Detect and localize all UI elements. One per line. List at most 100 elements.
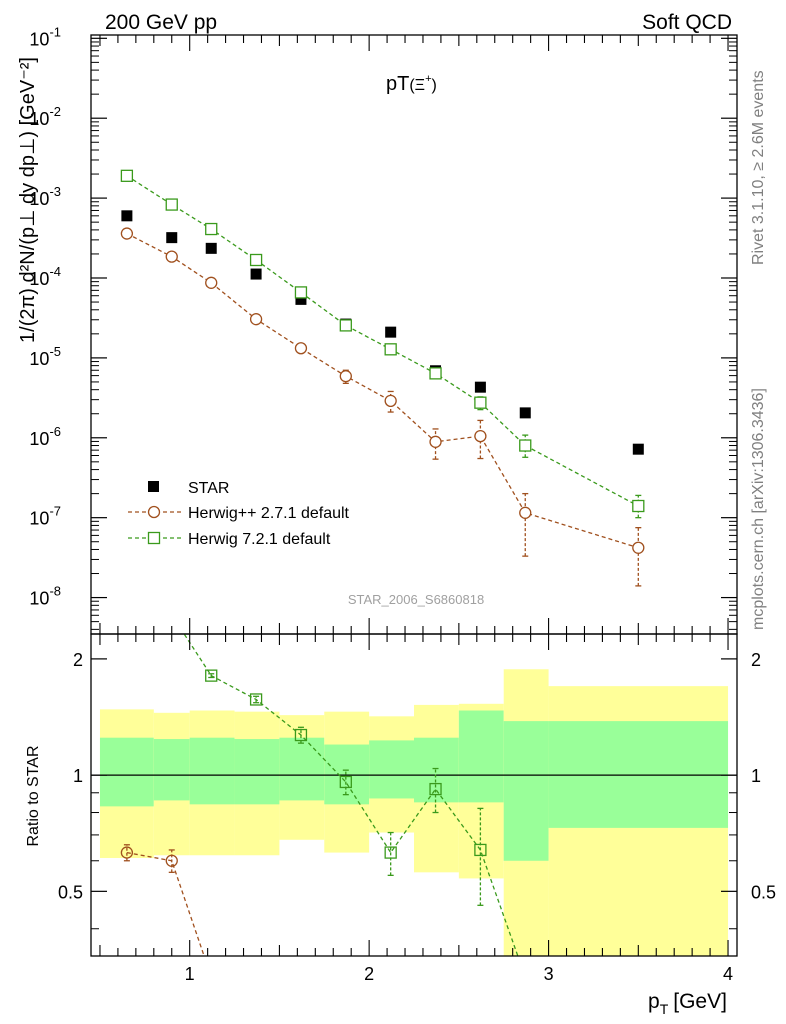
uncertainty-band-inner-3 xyxy=(234,739,280,805)
ratio-point-herwig-7-2-1-default-7 xyxy=(429,782,442,796)
uncertainty-band-inner-2 xyxy=(189,737,235,805)
main-y-tick-label-5: 10-3 xyxy=(29,184,61,209)
data-point-herwig-2-7-1-default-10 xyxy=(632,541,645,554)
data-point-star-10 xyxy=(632,443,644,455)
ratio-y-tick-label-0: 0.5 xyxy=(58,882,83,902)
series-line-herwig-7-2-1-default xyxy=(126,175,639,507)
uncertainty-band-inner-5 xyxy=(324,744,370,805)
main-y-tick-label-0: 10-8 xyxy=(29,584,61,609)
header-left: 200 GeV pp xyxy=(105,11,217,34)
main-y-tick-label-4: 10-4 xyxy=(29,264,61,289)
ratio-point-herwig-2-7-1-default-1 xyxy=(165,854,178,867)
data-point-herwig-7-2-1-default-4 xyxy=(294,286,308,299)
data-point-herwig-7-2-1-default-6 xyxy=(384,343,397,356)
data-point-herwig-7-2-1-default-1 xyxy=(165,198,178,211)
data-point-herwig-7-2-1-default-8 xyxy=(474,396,487,409)
data-point-herwig-2-7-1-default-3 xyxy=(249,313,263,326)
uncertainty-band-inner-1 xyxy=(153,739,190,801)
data-point-herwig-2-7-1-default-1 xyxy=(165,250,178,263)
data-point-herwig-7-2-1-default-3 xyxy=(249,253,263,267)
main-y-tick-label-7: 10-1 xyxy=(29,24,61,49)
analysis-watermark: STAR_2006_S6860818 xyxy=(348,592,484,607)
uncertainty-band-inner-9 xyxy=(503,721,549,861)
data-point-herwig-2-7-1-default-6 xyxy=(384,394,397,407)
ratio-plot-axes: 1 2 3 4 0.5 0.5 1 1 2 2 xyxy=(58,634,776,984)
ratio-series-line-herwig-7-2-1-default xyxy=(183,634,519,956)
data-point-star-6 xyxy=(385,326,397,338)
ratio-point-herwig-7-2-1-default-3 xyxy=(249,693,263,706)
data-point-star-4 xyxy=(295,293,307,305)
ratio-point-herwig-7-2-1-default-6 xyxy=(384,846,397,859)
uncertainty-band-inner-6 xyxy=(369,740,414,799)
data-point-herwig-2-7-1-default-8 xyxy=(474,429,487,443)
ratio-y-tick-label-2: 2 xyxy=(73,650,83,670)
main-y-tick-label-6: 10-2 xyxy=(29,104,61,129)
main-plot-marks xyxy=(120,169,645,587)
main-title-charge: + xyxy=(425,73,431,85)
data-point-star-8 xyxy=(474,381,486,393)
side-label-bottom: mcplots.cern.ch [arXiv:1306.3436] xyxy=(750,388,767,630)
data-point-herwig-7-2-1-default-10 xyxy=(632,499,645,513)
legend-label-herwig7: Herwig 7.2.1 default xyxy=(188,531,331,548)
ratio-point-herwig-7-2-1-default-5 xyxy=(339,775,352,789)
series-line-herwig-2-7-1-default xyxy=(126,232,639,549)
data-point-star-1 xyxy=(166,232,178,244)
data-point-star-2 xyxy=(205,242,217,254)
main-title: pT(Ξ+) xyxy=(386,73,437,95)
ratio-y-tick-label-1: 1 xyxy=(73,766,83,786)
main-title-close: ) xyxy=(432,77,437,94)
uncertainty-band-inner-4 xyxy=(279,737,325,801)
data-point-herwig-7-2-1-default-0 xyxy=(120,169,134,182)
ratio-clipped-group xyxy=(91,634,737,956)
x-axis-label: pT [GeV] xyxy=(648,990,727,1017)
legend-marker-herwigpp xyxy=(147,505,161,519)
legend-label-star: STAR xyxy=(188,480,229,497)
side-label-top: Rivet 3.1.10, ≥ 2.6M events xyxy=(750,70,767,265)
data-point-herwig-7-2-1-default-9 xyxy=(519,439,532,452)
ratio-point-herwig-2-7-1-default-0 xyxy=(120,846,134,859)
x-axis-label-unit: [GeV] xyxy=(673,990,727,1013)
ratio-x-tick-label-3: 4 xyxy=(723,964,733,984)
ratio-plot-marks xyxy=(91,634,737,956)
main-y-tick-label-2: 10-6 xyxy=(29,424,61,449)
ratio-x-tick-label-2: 3 xyxy=(544,964,554,984)
data-point-herwig-2-7-1-default-5 xyxy=(339,370,352,383)
main-plot-axes: 10-8 10-7 10-6 10-5 10-4 10-3 10-2 10-1 xyxy=(29,24,737,634)
data-point-herwig-2-7-1-default-9 xyxy=(519,506,532,519)
data-point-herwig-7-2-1-default-5 xyxy=(339,319,352,332)
legend-label-herwigpp: Herwig++ 2.7.1 default xyxy=(188,505,350,522)
main-y-tick-label-3: 10-5 xyxy=(29,344,61,369)
x-axis-label-sub: T xyxy=(660,1001,669,1017)
ratio-plot-frame xyxy=(90,633,738,957)
uncertainty-band-inner-8 xyxy=(458,710,504,803)
ratio-series-line-herwig-2-7-1-default xyxy=(126,851,205,956)
uncertainty-band-inner-0 xyxy=(99,737,154,807)
main-y-tick-label-1: 10-7 xyxy=(29,504,61,529)
ratio-y-tick-label-right-2: 2 xyxy=(751,650,761,670)
uncertainty-band-inner-7 xyxy=(414,737,459,803)
header-right: Soft QCD xyxy=(642,11,732,34)
ratio-plot-panel: 1 2 3 4 0.5 0.5 1 1 2 2 Ratio to STAR pT [GeV] xyxy=(25,633,776,1017)
main-title-text: pT xyxy=(386,73,409,95)
legend-marker-herwig7 xyxy=(147,531,161,545)
ratio-point-herwig-7-2-1-default-8 xyxy=(474,843,487,857)
ratio-x-tick-label-1: 2 xyxy=(364,964,374,984)
data-point-star-9 xyxy=(519,407,531,419)
ratio-point-herwig-7-2-1-default-2 xyxy=(205,669,218,682)
data-point-star-0 xyxy=(121,210,133,222)
main-y-axis-label: 1/(2π) d²N/(p⊥ dy dp⊥) [GeV⁻²] xyxy=(17,57,39,343)
data-point-herwig-2-7-1-default-4 xyxy=(294,342,308,355)
x-axis-label-main: p xyxy=(648,990,660,1013)
uncertainty-band-inner-10 xyxy=(548,721,729,828)
data-point-herwig-2-7-1-default-2 xyxy=(205,276,218,289)
data-point-herwig-7-2-1-default-2 xyxy=(205,222,218,236)
ratio-y-axis-label: Ratio to STAR xyxy=(25,745,42,846)
data-point-herwig-2-7-1-default-0 xyxy=(120,227,134,240)
ratio-y-tick-label-right-1: 1 xyxy=(751,766,761,786)
main-plot-panel: 10-810-710-610-510-410-310-210-1 pT(Ξ+) … xyxy=(17,24,738,635)
main-title-particle: (Ξ xyxy=(409,77,425,94)
data-point-star-3 xyxy=(250,268,262,280)
legend-marker-star xyxy=(148,481,159,492)
ratio-point-herwig-7-2-1-default-4 xyxy=(294,728,308,742)
